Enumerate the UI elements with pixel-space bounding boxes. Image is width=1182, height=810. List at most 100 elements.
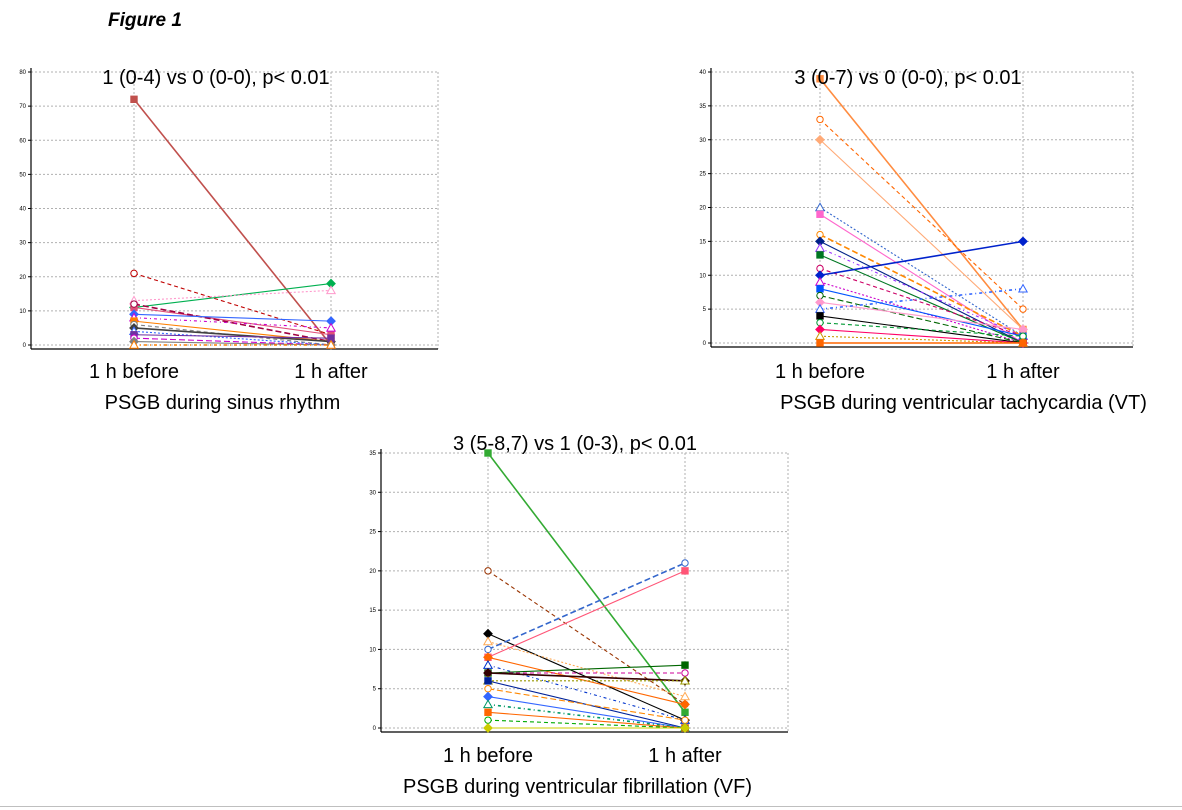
y-tick-label: 10 <box>699 273 706 279</box>
series-line <box>819 139 1024 330</box>
series-line <box>487 664 686 674</box>
chart-title: 1 (0-4) vs 0 (0-0), p< 0.01 <box>102 67 329 89</box>
data-point-6-after <box>680 699 690 710</box>
series-line <box>819 288 1024 337</box>
series-line <box>487 688 686 721</box>
series-line <box>487 656 686 705</box>
y-tick-label: 40 <box>19 207 26 213</box>
data-point-18-after <box>680 723 690 733</box>
y-tick-label: 50 <box>19 172 26 178</box>
series-line <box>133 313 332 322</box>
category-label: 1 h after <box>648 745 722 767</box>
series-line <box>133 337 332 346</box>
figure-label: Figure 1 <box>108 10 182 31</box>
data-point-15-after <box>1017 283 1029 293</box>
data-point-0-before <box>130 95 138 103</box>
series-line <box>487 664 686 721</box>
y-tick-label: 70 <box>19 104 26 110</box>
y-tick-label: 30 <box>369 490 376 496</box>
series-line <box>819 233 1024 337</box>
chart-title: 3 (5-8,7) vs 1 (0-3), p< 0.01 <box>453 433 697 455</box>
y-tick-label: 0 <box>23 343 27 349</box>
data-point-5-after <box>681 559 689 567</box>
data-point-1-after <box>1019 305 1027 313</box>
y-tick-label: 25 <box>699 172 706 178</box>
series-line <box>487 672 686 682</box>
series-line <box>819 288 1024 310</box>
category-label: 1 h before <box>775 361 865 383</box>
series-line <box>819 207 1024 337</box>
y-tick-label: 5 <box>703 307 707 313</box>
y-tick-label: 80 <box>19 70 26 76</box>
data-point-9-after <box>681 669 689 677</box>
series-line <box>819 213 1024 344</box>
data-point-10-after <box>1018 236 1028 247</box>
data-point-7-before <box>482 659 494 669</box>
data-point-5-before <box>484 645 492 654</box>
y-tick-label: 30 <box>19 241 26 247</box>
y-tick-label: 10 <box>369 647 376 653</box>
data-point-8-after <box>681 661 689 669</box>
y-tick-label: 20 <box>369 569 376 575</box>
series-line <box>133 283 332 309</box>
y-tick-label: 35 <box>369 451 376 457</box>
data-point-13-after <box>681 716 689 724</box>
data-point-0-before <box>816 75 824 83</box>
data-point-13-before <box>484 685 492 693</box>
data-point-15-before <box>482 699 494 709</box>
series-line <box>487 711 686 729</box>
category-label: 1 h before <box>89 361 179 383</box>
bottom-divider <box>0 806 1182 807</box>
y-tick-label: 30 <box>699 138 706 144</box>
series-line <box>819 322 1024 337</box>
data-point-18-before <box>483 723 493 733</box>
data-point-16-before <box>484 708 492 716</box>
series-line <box>819 335 1024 344</box>
series-line <box>819 119 1024 310</box>
series-line <box>819 328 1024 344</box>
y-tick-label: 25 <box>369 530 376 536</box>
y-tick-label: 20 <box>19 275 26 281</box>
category-label: 1 h after <box>294 361 368 383</box>
data-point-0-before <box>484 449 492 457</box>
x-axis-label: PSGB during sinus rhythm <box>105 392 341 414</box>
y-tick-label: 15 <box>369 608 376 614</box>
y-tick-label: 0 <box>703 341 707 347</box>
category-label: 1 h after <box>986 361 1060 383</box>
y-tick-label: 15 <box>699 239 706 245</box>
series-line <box>133 334 332 339</box>
series-line <box>133 272 332 336</box>
series-line <box>487 452 686 713</box>
data-point-5-before <box>130 300 138 308</box>
data-point-15-after <box>325 339 337 349</box>
series-line <box>133 306 332 336</box>
data-point-12-before <box>484 677 492 685</box>
series-line <box>133 320 332 343</box>
data-point-4-after <box>681 567 689 575</box>
series-line <box>133 289 332 302</box>
y-tick-label: 0 <box>373 726 377 732</box>
series-line <box>487 570 686 658</box>
series-line <box>133 330 332 346</box>
chart-title: 3 (0-7) vs 0 (0-0), p< 0.01 <box>794 67 1021 89</box>
series-line <box>487 696 686 729</box>
y-tick-label: 35 <box>699 104 706 110</box>
data-point-8-before <box>816 251 824 259</box>
data-point-1-before <box>816 115 824 124</box>
y-tick-label: 5 <box>373 687 377 693</box>
series-line <box>133 303 332 343</box>
series-line <box>819 295 1024 344</box>
series-line <box>819 78 1024 330</box>
data-point-1-before <box>484 567 492 575</box>
data-point-20-before <box>816 339 824 347</box>
x-axis-label: PSGB during ventricular tachycardia (VT) <box>780 392 1147 414</box>
y-tick-label: 10 <box>19 309 26 315</box>
category-label: 1 h before <box>443 745 533 767</box>
series-line <box>819 301 1024 330</box>
series-line <box>819 247 1024 337</box>
series-line <box>487 719 686 729</box>
y-tick-label: 60 <box>19 138 26 144</box>
data-point-7-after <box>325 322 337 332</box>
